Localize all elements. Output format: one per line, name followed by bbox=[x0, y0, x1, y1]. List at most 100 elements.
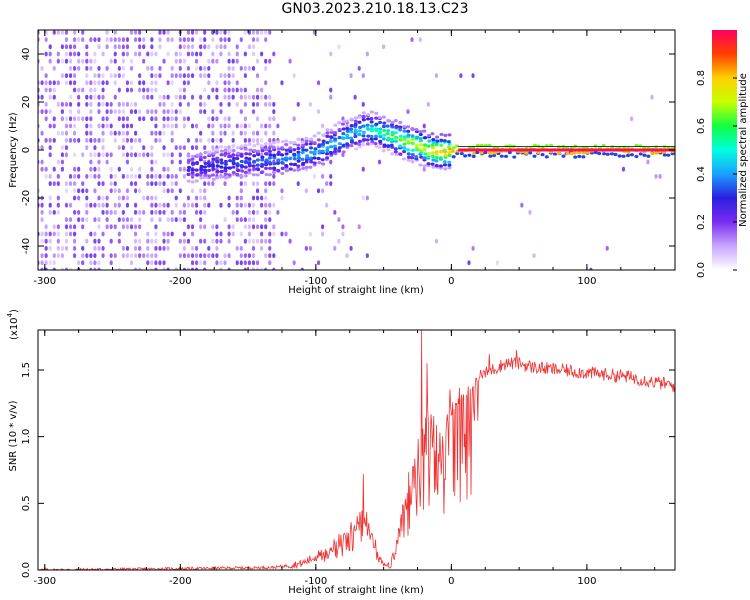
noise-cell bbox=[146, 174, 150, 179]
ridge-cell bbox=[272, 141, 277, 145]
ridge-cell bbox=[252, 154, 257, 158]
noise-cell bbox=[121, 58, 125, 64]
noise-cell bbox=[211, 224, 215, 230]
noise-cell bbox=[211, 116, 215, 122]
noise-cell bbox=[239, 181, 243, 187]
ridge-cell bbox=[406, 129, 411, 133]
noise-cell bbox=[182, 253, 186, 258]
noise-cell bbox=[243, 260, 247, 266]
noise-cell bbox=[113, 80, 117, 86]
noise-cell bbox=[166, 37, 170, 42]
noise-cell bbox=[101, 231, 105, 237]
noise-cell bbox=[186, 102, 191, 107]
ridge-cell bbox=[369, 134, 374, 138]
noise-cell bbox=[121, 44, 125, 50]
ridge-cell bbox=[450, 149, 455, 153]
ridge-cell bbox=[271, 146, 276, 150]
ridge-cell bbox=[426, 144, 431, 148]
ridge-cell bbox=[215, 148, 220, 152]
ridge-cell bbox=[390, 137, 395, 141]
noise-cell bbox=[211, 30, 215, 35]
ridge-cell bbox=[264, 166, 269, 170]
ridge-cell bbox=[507, 150, 512, 155]
ridge-cell bbox=[211, 167, 216, 171]
ridge-cell bbox=[353, 141, 358, 145]
noise-cell bbox=[186, 73, 191, 78]
noise-cell bbox=[194, 51, 199, 57]
ridge-cell bbox=[634, 154, 639, 159]
ridge-cell bbox=[365, 138, 370, 142]
ridge-cell bbox=[422, 146, 427, 151]
ridge-cell bbox=[613, 152, 618, 157]
noise-cell bbox=[97, 73, 101, 78]
noise-cell bbox=[219, 44, 223, 50]
noise-cell bbox=[174, 174, 178, 179]
noise-cell bbox=[312, 30, 317, 35]
noise-cell bbox=[268, 210, 272, 215]
ridge-cell bbox=[309, 150, 314, 154]
noise-cell bbox=[101, 80, 105, 86]
noise-cell bbox=[251, 246, 256, 251]
noise-cell bbox=[68, 217, 73, 223]
noise-cell bbox=[207, 253, 211, 258]
noise-cell bbox=[239, 231, 243, 237]
noise-cell bbox=[109, 210, 113, 215]
noise-cell bbox=[117, 66, 121, 71]
noise-cell bbox=[190, 188, 195, 194]
ridge-cell bbox=[252, 159, 257, 164]
spectrogram-x-tick-label: -300 bbox=[33, 276, 56, 287]
noise-cell bbox=[150, 174, 154, 179]
noise-cell bbox=[215, 253, 219, 258]
noise-cell bbox=[646, 159, 650, 165]
noise-cell bbox=[60, 152, 64, 158]
noise-cell bbox=[48, 145, 52, 151]
ridge-cell bbox=[203, 168, 208, 172]
noise-cell bbox=[105, 80, 109, 86]
ridge-cell bbox=[398, 144, 403, 148]
noise-cell bbox=[231, 231, 235, 237]
ridge-cell bbox=[260, 158, 265, 162]
ridge-cell bbox=[406, 158, 411, 162]
noise-cell bbox=[207, 202, 211, 208]
noise-cell bbox=[235, 123, 239, 129]
noise-cell bbox=[194, 138, 199, 143]
snr-multiplier: (x104) bbox=[6, 309, 20, 340]
noise-cell bbox=[72, 174, 77, 179]
ridge-cell bbox=[423, 143, 428, 147]
noise-cell bbox=[268, 58, 272, 64]
noise-cell bbox=[227, 231, 231, 237]
noise-cell bbox=[194, 66, 199, 71]
ridge-cell bbox=[276, 158, 281, 162]
noise-cell bbox=[243, 253, 247, 258]
noise-cell bbox=[60, 58, 64, 64]
noise-cell bbox=[154, 87, 158, 93]
noise-cell bbox=[72, 87, 77, 93]
noise-cell bbox=[227, 94, 231, 100]
noise-cell bbox=[121, 246, 125, 251]
noise-cell bbox=[170, 159, 174, 165]
ridge-cell bbox=[414, 146, 419, 150]
ridge-cell bbox=[504, 144, 509, 148]
noise-cell bbox=[101, 181, 105, 187]
noise-cell bbox=[93, 37, 97, 42]
noise-cell bbox=[158, 94, 162, 100]
noise-cell bbox=[227, 202, 231, 208]
noise-cell bbox=[300, 267, 304, 270]
noise-cell bbox=[89, 260, 93, 266]
ridge-cell bbox=[430, 151, 435, 155]
noise-cell bbox=[170, 109, 174, 114]
noise-cell bbox=[77, 210, 81, 215]
noise-cell bbox=[138, 188, 142, 194]
noise-cell bbox=[211, 87, 215, 93]
noise-cell bbox=[101, 202, 105, 208]
noise-cell bbox=[138, 30, 142, 35]
noise-cell bbox=[260, 195, 264, 201]
ridge-cell bbox=[345, 136, 350, 140]
noise-cell bbox=[174, 116, 178, 122]
noise-cell bbox=[178, 37, 182, 42]
noise-cell bbox=[357, 224, 361, 230]
noise-cell bbox=[255, 30, 260, 35]
noise-cell bbox=[162, 181, 166, 187]
ridge-cell bbox=[386, 136, 391, 140]
noise-cell bbox=[337, 44, 341, 50]
